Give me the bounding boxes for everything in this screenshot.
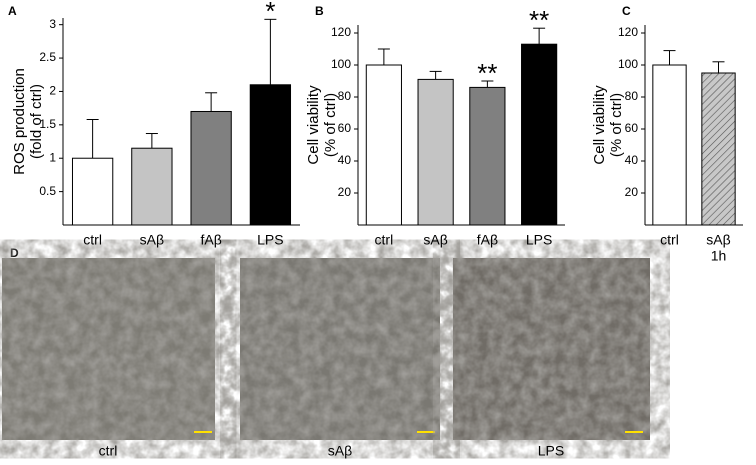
- bar: [652, 64, 687, 226]
- panel-label: C: [622, 4, 631, 18]
- micrograph: [2, 258, 215, 440]
- y-axis-label: (fold of ctrl): [28, 84, 45, 159]
- y-axis-label: (% of ctrl): [608, 93, 625, 157]
- y-tick-label: 120: [618, 25, 638, 39]
- x-tick-label: fAβ: [200, 232, 221, 248]
- caption: LPS: [538, 443, 564, 459]
- micrograph: [240, 258, 440, 440]
- x-tick-label: fAβ: [477, 232, 498, 248]
- significance: *: [265, 0, 275, 26]
- y-tick-label: 20: [625, 185, 639, 199]
- y-tick-label: 60: [625, 121, 639, 135]
- x-tick-label: ctrl: [83, 232, 102, 248]
- x-tick-label: ctrl: [660, 232, 679, 248]
- caption: ctrl: [99, 443, 118, 459]
- y-tick-label: 40: [625, 153, 639, 167]
- bar: [365, 64, 402, 226]
- bar: [469, 86, 506, 226]
- y-tick-label: 80: [338, 89, 352, 103]
- y-tick-label: 40: [338, 153, 352, 167]
- bar: [417, 78, 454, 226]
- y-tick-label: 120: [331, 25, 351, 39]
- y-tick-label: 1: [49, 150, 56, 164]
- bar: [521, 43, 558, 226]
- bar: [190, 110, 232, 226]
- x-tick-label: LPS: [257, 232, 283, 248]
- y-tick-label: 100: [618, 57, 638, 71]
- y-tick-label: 60: [338, 121, 352, 135]
- caption: sAβ: [328, 443, 352, 459]
- bar: [701, 72, 736, 226]
- significance: **: [477, 58, 497, 88]
- y-axis-label: ROS production: [11, 68, 28, 175]
- y-axis-label: Cell viability: [305, 85, 322, 165]
- bar: [131, 147, 173, 226]
- x-tick-label: sAβ: [423, 232, 447, 248]
- x-tick-label: LPS: [526, 232, 552, 248]
- y-tick-label: 1.5: [39, 117, 56, 131]
- y-tick-label: 2.5: [39, 50, 56, 64]
- bar: [71, 157, 114, 226]
- y-tick-label: 80: [625, 89, 639, 103]
- micrograph: [453, 258, 650, 440]
- x-tick-label: ctrl: [375, 232, 394, 248]
- y-tick-label: 100: [331, 57, 351, 71]
- panel-label: A: [8, 4, 17, 18]
- y-tick-label: 20: [338, 185, 352, 199]
- x-tick-label: sAβ: [140, 232, 164, 248]
- panel-label: D: [10, 246, 19, 260]
- y-tick-label: 3: [49, 17, 56, 31]
- y-axis-label: Cell viability: [591, 85, 608, 165]
- bar: [249, 84, 292, 226]
- x-tick-label: sAβ: [706, 232, 730, 248]
- y-tick-label: 0.5: [39, 184, 56, 198]
- significance: **: [529, 5, 549, 35]
- y-axis-label: (% of ctrl): [322, 93, 339, 157]
- y-tick-label: 2: [49, 84, 56, 98]
- x-tick-label: 1h: [711, 248, 727, 264]
- panel-label: B: [315, 4, 324, 18]
